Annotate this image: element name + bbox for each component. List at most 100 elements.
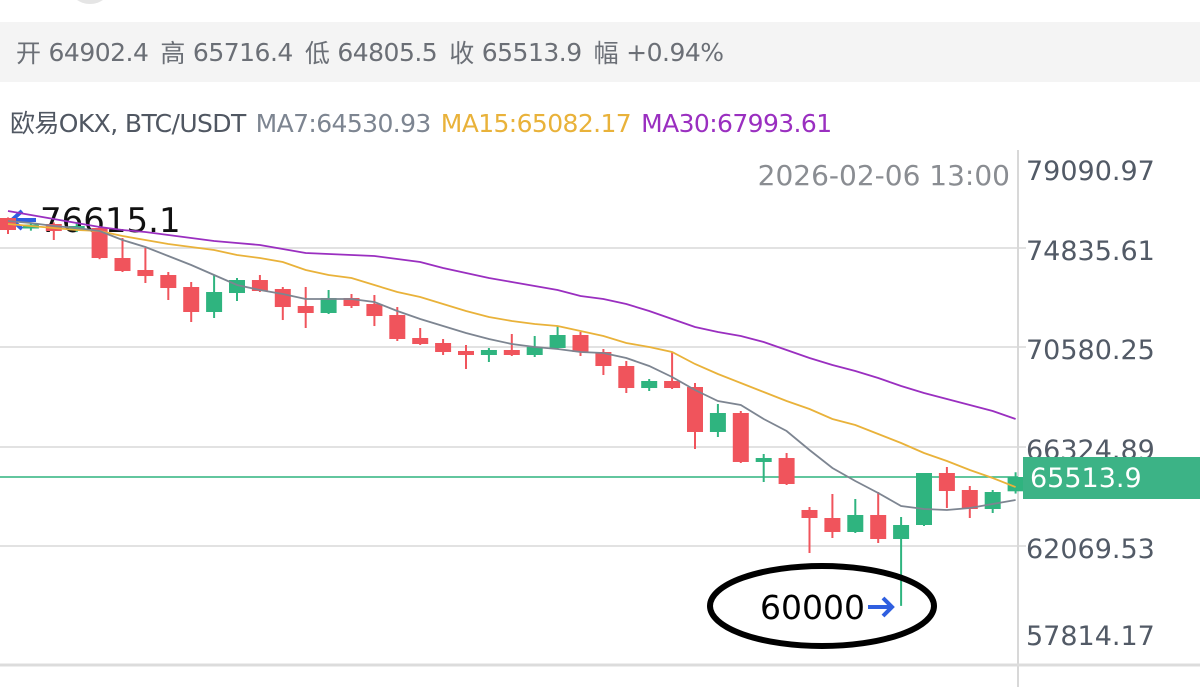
candle-body xyxy=(801,509,818,519)
candle-body xyxy=(824,518,841,532)
candle-body xyxy=(847,514,864,532)
candle-down xyxy=(343,293,360,309)
candle-down xyxy=(137,248,154,284)
candle-down xyxy=(618,361,635,393)
legend-source: 欧易OKX, BTC/USDT xyxy=(10,109,246,138)
candle-body xyxy=(114,258,131,272)
candle-body xyxy=(297,306,314,314)
low-value: 64805.5 xyxy=(337,37,438,67)
candle-body xyxy=(687,387,703,432)
candle-up xyxy=(847,498,864,533)
candle-body xyxy=(160,275,177,289)
candle-down xyxy=(183,282,200,323)
candle-up xyxy=(893,517,910,606)
candle-down xyxy=(412,328,429,346)
candle-body xyxy=(916,472,932,525)
arrow-right-icon xyxy=(868,596,895,618)
y-tick-label: 74835.61 xyxy=(1026,236,1155,267)
candle-up xyxy=(916,472,932,527)
close-label: 收 xyxy=(449,39,474,68)
candle-body xyxy=(984,492,1001,510)
crosshair-timestamp: 2026-02-06 13:00 xyxy=(758,159,1010,192)
candle-down xyxy=(160,272,177,301)
candle-up xyxy=(984,489,1001,514)
low-label: 低 xyxy=(304,39,330,68)
candle-down xyxy=(274,287,291,321)
ohlc-info-bar: 开 64902.4 高 65716.4 低 64805.5 收 65513.9 幅 +0.… xyxy=(0,22,1200,82)
candle-body xyxy=(435,343,452,353)
candle-body xyxy=(526,347,543,355)
close-value: 65513.9 xyxy=(481,37,582,67)
current-price-badge xyxy=(1023,457,1200,499)
candle-up xyxy=(549,326,566,350)
ma7-line xyxy=(7,220,1016,511)
candle-body xyxy=(320,297,337,314)
candle-body xyxy=(183,287,200,312)
candle-down xyxy=(458,345,474,370)
legend-ma7: MA7:64530.93 xyxy=(255,109,432,138)
low-marker-label: 60000 xyxy=(760,588,865,627)
ma30-line xyxy=(7,210,1016,420)
y-tick-label: 62069.53 xyxy=(1026,534,1155,565)
low-annotation-ellipse xyxy=(707,563,937,649)
candle-down xyxy=(389,307,406,342)
candle-up xyxy=(709,404,726,437)
candle-up xyxy=(641,379,658,392)
candle-down xyxy=(435,339,452,355)
candle-down xyxy=(114,237,131,273)
candle-body xyxy=(572,335,589,353)
candle-body xyxy=(732,413,749,462)
candle-down xyxy=(961,485,978,519)
y-tick-label: 57814.17 xyxy=(1026,621,1155,652)
candle-down xyxy=(824,493,841,538)
candle-down xyxy=(687,383,703,450)
candle-down xyxy=(870,492,887,544)
candle-body xyxy=(480,349,497,355)
candle-body xyxy=(595,352,612,367)
open-label: 开 xyxy=(16,39,41,68)
high-label: 高 xyxy=(160,39,185,68)
candle-body xyxy=(961,489,978,510)
candle-body xyxy=(274,288,291,308)
candle-body xyxy=(938,472,955,492)
candle-body xyxy=(389,315,406,340)
change-value: +0.94% xyxy=(626,37,724,67)
high-value: 65716.4 xyxy=(192,37,293,67)
candle-body xyxy=(664,380,681,389)
ma15-line xyxy=(7,223,1016,488)
candle-up xyxy=(206,275,223,319)
candle-body xyxy=(503,349,520,355)
candle-down xyxy=(801,506,818,554)
candle-up xyxy=(229,278,245,302)
candle-body xyxy=(1007,477,1024,492)
candle-down xyxy=(366,295,383,327)
candle-down xyxy=(732,410,749,463)
candle-body xyxy=(458,350,474,355)
chart-legend: 欧易OKX, BTC/USDT MA7:64530.93 MA15:65082.17… xyxy=(10,104,842,140)
y-tick-label: 79090.97 xyxy=(1026,156,1155,187)
candle-body xyxy=(251,280,268,292)
candle-up xyxy=(755,453,772,483)
candle-body xyxy=(641,380,658,389)
candle-body xyxy=(137,270,154,277)
candle-body xyxy=(366,304,383,317)
candle-body xyxy=(343,297,360,307)
partial-avatar xyxy=(70,0,110,4)
candle-down xyxy=(778,453,795,485)
candle-body xyxy=(870,514,887,540)
candle-up xyxy=(320,289,337,315)
candle-body xyxy=(709,413,726,432)
change-label: 幅 xyxy=(593,39,619,68)
candle-body xyxy=(755,458,772,462)
candle-up xyxy=(1007,472,1024,494)
candle-body xyxy=(893,524,910,540)
open-value: 64902.4 xyxy=(48,37,149,67)
legend-ma15: MA15:65082.17 xyxy=(440,109,632,138)
current-price-label: 65513.9 xyxy=(1030,463,1142,494)
legend-ma30: MA30:67993.61 xyxy=(641,109,832,138)
candle-body xyxy=(412,337,429,345)
candle-body xyxy=(91,227,108,259)
candle-body xyxy=(549,335,566,349)
candle-body xyxy=(618,366,635,389)
